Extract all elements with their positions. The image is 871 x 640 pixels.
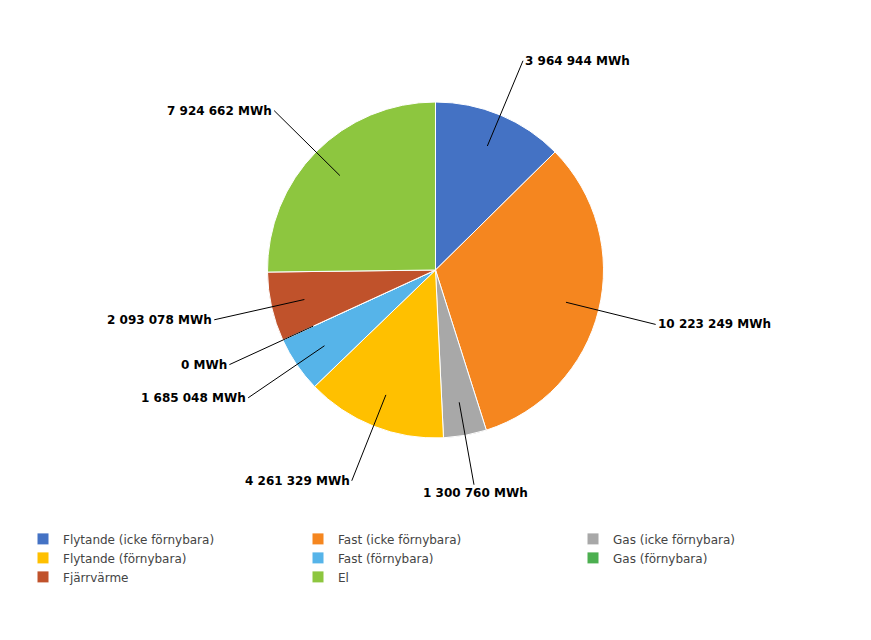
- svg-text:El: El: [338, 571, 349, 585]
- svg-text:4 261 329 MWh: 4 261 329 MWh: [245, 474, 350, 488]
- svg-text:Flytande (förnybara): Flytande (förnybara): [63, 552, 186, 566]
- svg-text:0 MWh: 0 MWh: [181, 358, 227, 372]
- svg-text:2 093 078 MWh: 2 093 078 MWh: [107, 313, 212, 327]
- svg-text:Fast (förnybara): Fast (förnybara): [338, 552, 434, 566]
- svg-text:1 300 760 MWh: 1 300 760 MWh: [423, 486, 528, 500]
- svg-text:Flytande (icke förnybara): Flytande (icke förnybara): [63, 533, 214, 547]
- svg-text:Gas (förnybara): Gas (förnybara): [613, 552, 707, 566]
- svg-text:10 223 249 MWh: 10 223 249 MWh: [658, 317, 771, 331]
- svg-text:7 924 662 MWh: 7 924 662 MWh: [167, 104, 272, 118]
- svg-text:Fast (icke förnybara): Fast (icke förnybara): [338, 533, 461, 547]
- svg-text:1 685 048 MWh: 1 685 048 MWh: [141, 391, 246, 405]
- svg-text:3 964 944 MWh: 3 964 944 MWh: [525, 54, 630, 68]
- svg-text:Gas (icke förnybara): Gas (icke förnybara): [613, 533, 735, 547]
- svg-text:Fjärrvärme: Fjärrvärme: [63, 571, 129, 585]
